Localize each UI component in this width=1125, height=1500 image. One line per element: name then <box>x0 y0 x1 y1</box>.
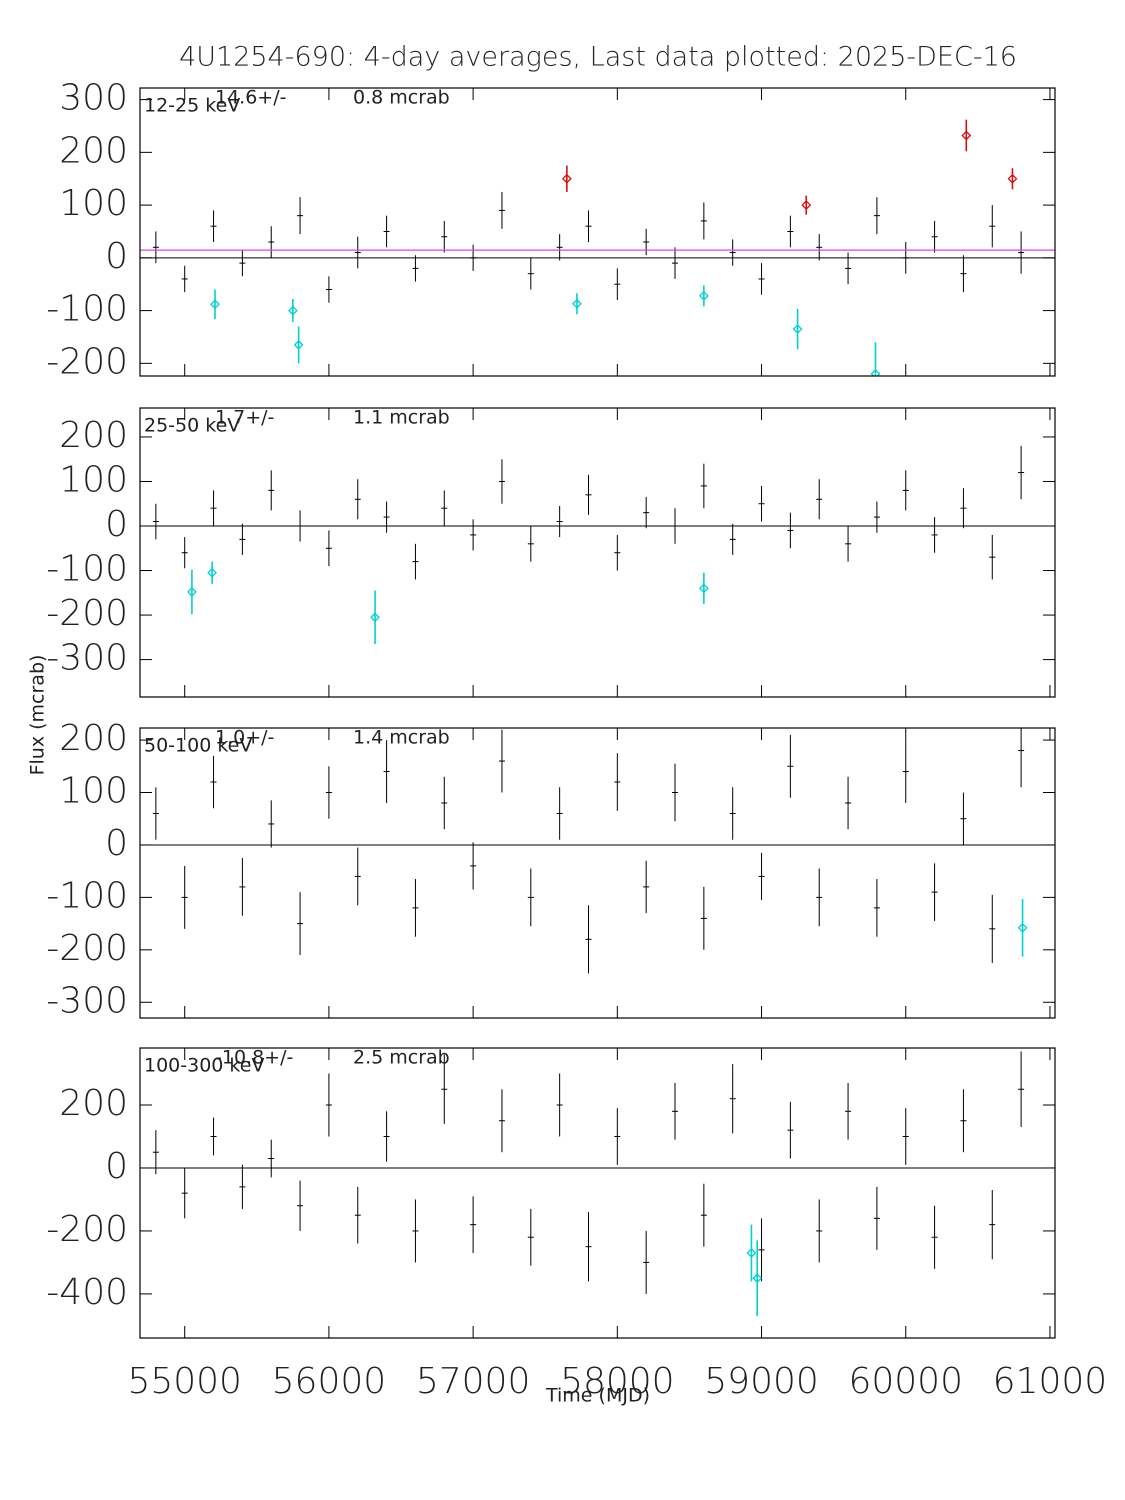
point <box>801 200 812 211</box>
point <box>370 612 380 623</box>
x-tick-label: 60000 <box>848 1361 963 1402</box>
x-tick-label: 58000 <box>560 1361 675 1402</box>
plot-frame <box>139 407 1056 698</box>
y-tick-label: 200 <box>59 718 128 759</box>
y-tick-label: -200 <box>46 341 128 382</box>
mean-label: 1.7+/- <box>215 407 274 429</box>
y-tick-label: -100 <box>46 549 128 590</box>
y-tick-label: -200 <box>46 1209 128 1250</box>
error-label: 1.1 mcrab <box>353 407 450 429</box>
point <box>287 305 298 316</box>
data-layer <box>152 445 1025 645</box>
data-layer <box>152 119 1025 376</box>
y-axis-label: Flux (mcrab) <box>27 655 49 776</box>
y-tick-label: 200 <box>59 130 128 171</box>
error-label: 2.5 mcrab <box>353 1047 450 1069</box>
point <box>207 567 218 578</box>
y-tick-label: 0 <box>105 504 128 545</box>
point <box>210 299 220 310</box>
error-label: 1.4 mcrab <box>353 727 450 749</box>
y-tick-label: 0 <box>105 1146 128 1187</box>
x-tick-label: 57000 <box>416 1361 531 1402</box>
point <box>293 339 304 350</box>
plot-frame <box>139 727 1056 1019</box>
x-tick-label: 59000 <box>704 1361 819 1402</box>
y-tick-label: 0 <box>105 236 128 277</box>
data-layer <box>152 728 1028 974</box>
y-tick-label: 300 <box>59 78 128 119</box>
y-tick-label: -100 <box>46 875 128 916</box>
y-tick-label: -300 <box>46 638 128 679</box>
point <box>698 583 709 594</box>
band-label: 50-100 keV <box>144 735 252 757</box>
point <box>698 290 709 301</box>
y-tick-label: 0 <box>105 823 128 864</box>
y-tick-label: -200 <box>46 593 128 634</box>
point <box>792 324 803 334</box>
point <box>752 1273 763 1284</box>
x-tick-label: 55000 <box>127 1361 242 1402</box>
x-tick-label: 56000 <box>272 1361 387 1402</box>
error-label: 0.8 mcrab <box>353 87 450 109</box>
band-label: 12-25 keV <box>144 95 240 117</box>
y-tick-label: 100 <box>59 459 128 500</box>
y-tick-label: -200 <box>46 928 128 969</box>
plot-frame <box>139 87 1056 377</box>
point <box>561 173 572 184</box>
mean-label: 1.0+/- <box>215 727 274 749</box>
point <box>186 586 197 597</box>
band-label: 100-300 keV <box>144 1055 264 1077</box>
point <box>1007 173 1018 184</box>
x-axis-label: Time (MJD) <box>545 1385 650 1407</box>
y-tick-label: -100 <box>46 289 128 330</box>
y-tick-label: -400 <box>46 1272 128 1313</box>
point <box>572 298 582 309</box>
point <box>870 368 881 376</box>
point <box>1017 922 1028 933</box>
y-tick-label: -300 <box>46 980 128 1021</box>
x-tick-label: 61000 <box>993 1361 1108 1402</box>
y-tick-label: 100 <box>59 771 128 812</box>
band-label: 25-50 keV <box>144 415 240 437</box>
point <box>746 1248 757 1258</box>
mean-label: -10.8+/- <box>215 1047 293 1069</box>
y-tick-label: 200 <box>59 415 128 456</box>
chart-title: 4U1254-690: 4-day averages, Last data pl… <box>179 42 1017 73</box>
y-tick-label: 200 <box>59 1083 128 1124</box>
data-layer <box>152 1051 1025 1316</box>
mean-label: 14.6+/- <box>215 87 286 109</box>
plot-frame <box>139 1047 1056 1339</box>
point <box>961 130 972 141</box>
y-tick-label: 100 <box>59 183 128 224</box>
